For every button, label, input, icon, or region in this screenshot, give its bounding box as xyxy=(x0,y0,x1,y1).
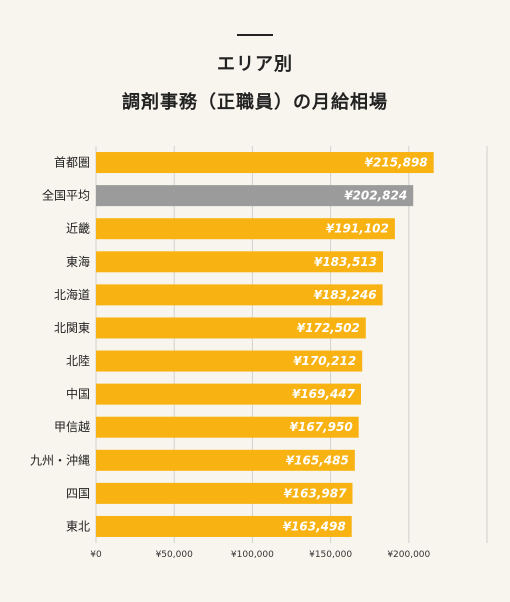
category-label-2: 近畿 xyxy=(66,222,90,236)
category-label-4: 北海道 xyxy=(54,287,90,302)
bar-11 xyxy=(96,515,352,537)
category-label-10: 四国 xyxy=(66,486,90,500)
bar-9 xyxy=(96,449,355,471)
bar-5 xyxy=(96,317,366,339)
bar-0 xyxy=(96,152,434,174)
bar-2 xyxy=(96,218,395,240)
x-tick-label-1: ¥50,000 xyxy=(156,550,193,560)
category-label-9: 九州・沖縄 xyxy=(30,452,90,467)
category-label-1: 全国平均 xyxy=(42,188,90,203)
bar-6 xyxy=(96,350,363,372)
x-tick-label-3: ¥150,000 xyxy=(309,550,352,560)
bar-4 xyxy=(96,284,383,306)
value-label-3: ¥183,513 xyxy=(314,255,377,269)
value-label-2: ¥191,102 xyxy=(326,222,389,236)
category-label-0: 首都圏 xyxy=(54,156,90,170)
value-label-7: ¥169,447 xyxy=(292,387,356,401)
value-label-5: ¥172,502 xyxy=(297,321,360,335)
category-label-7: 中国 xyxy=(66,386,90,401)
x-tick-label-4: ¥200,000 xyxy=(387,550,430,560)
value-label-8: ¥167,950 xyxy=(290,420,353,434)
category-label-5: 北関東 xyxy=(54,321,90,335)
bar-7 xyxy=(96,383,362,405)
category-label-3: 東海 xyxy=(66,254,90,269)
bar-8 xyxy=(96,416,359,438)
value-label-0: ¥215,898 xyxy=(365,156,428,170)
value-label-9: ¥165,485 xyxy=(286,453,349,467)
value-label-1: ¥202,824 xyxy=(344,189,407,203)
x-tick-label-0: ¥0 xyxy=(90,550,102,560)
x-tick-label-2: ¥100,000 xyxy=(231,550,274,560)
bar-3 xyxy=(96,251,384,273)
category-label-8: 甲信越 xyxy=(54,420,90,434)
chart-title-line1: エリア別 xyxy=(217,54,293,75)
value-label-11: ¥163,498 xyxy=(283,519,346,533)
category-label-6: 北陸 xyxy=(66,354,90,368)
category-label-11: 東北 xyxy=(66,519,90,533)
title-rule xyxy=(237,34,273,36)
value-label-4: ¥183,246 xyxy=(314,288,377,302)
bar-1 xyxy=(96,185,414,207)
bar-10 xyxy=(96,482,353,504)
value-label-6: ¥170,212 xyxy=(293,354,356,368)
value-label-10: ¥163,987 xyxy=(283,486,347,500)
chart-title-line2: 調剤事務（正職員）の月給相場 xyxy=(122,92,388,113)
